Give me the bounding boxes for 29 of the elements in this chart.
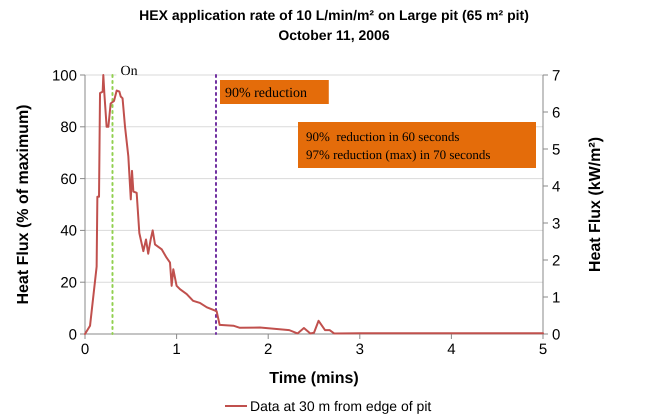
x-tick-label: 0	[80, 341, 90, 358]
x-tick-label: 1	[172, 341, 181, 358]
ref-line-label: On	[120, 64, 138, 79]
y-tick-label: 20	[60, 274, 77, 292]
y2-tick-label: 4	[552, 178, 560, 196]
x-axis-title: Time (mins)	[269, 370, 359, 387]
x-tick-label: 5	[538, 341, 548, 358]
x-tick-label: 2	[264, 341, 272, 358]
y2-tick-label: 1	[552, 289, 560, 306]
y-tick-label: 0	[68, 326, 77, 344]
y2-tick-label: 3	[552, 215, 560, 232]
legend-label: Data at 30 m from edge of pit	[250, 398, 432, 414]
x-tick-label: 3	[356, 341, 364, 358]
y-tick-label: 100	[52, 67, 77, 84]
y-axis-title: Heat Flux (% of maximum)	[15, 104, 32, 305]
y2-axis-title: Heat Flux (kW/m²)	[587, 136, 604, 272]
annotation: 90% reduction in 60 seconds 97% reduction (max) in 70 seconds	[306, 129, 490, 162]
chart-subtitle: October 11, 2006	[278, 27, 390, 43]
y2-tick-label: 0	[552, 326, 560, 344]
y2-tick-label: 6	[552, 104, 560, 122]
y2-tick-label: 7	[552, 67, 560, 84]
y2-tick-label: 2	[552, 252, 560, 270]
y-tick-label: 40	[60, 222, 77, 240]
y2-tick-label: 5	[552, 141, 560, 158]
chart-title: HEX application rate of 10 L/min/m² on Large pit (65 m² pit)	[139, 7, 529, 23]
ref-line-label: 90% reduction	[224, 86, 308, 101]
x-tick-label: 4	[447, 341, 456, 358]
y-tick-label: 60	[60, 170, 77, 188]
y-tick-label: 80	[60, 119, 77, 136]
